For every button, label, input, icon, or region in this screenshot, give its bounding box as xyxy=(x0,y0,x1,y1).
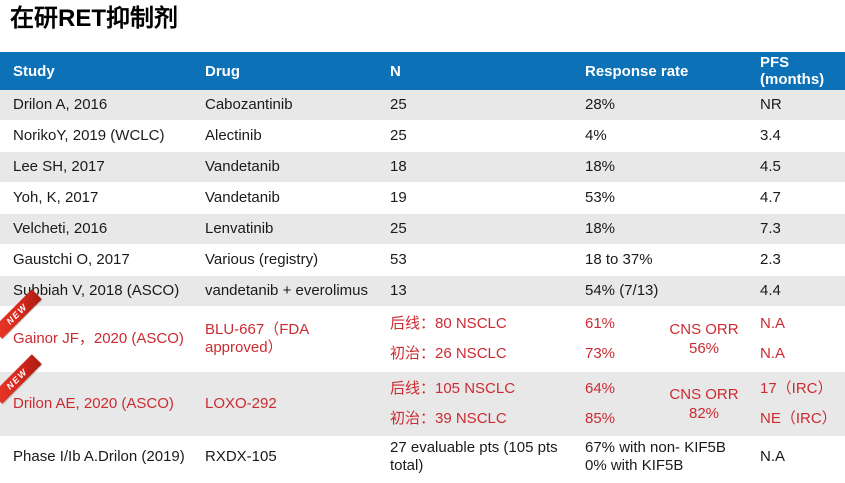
cell-pfs: N.A xyxy=(760,448,786,465)
cell-study: Phase I/Ib A.Drilon (2019) xyxy=(13,448,185,465)
cell-response: 64% 85% CNS ORR 82% xyxy=(575,372,750,436)
ret-inhibitors-table: Study Drug N Response rate PFS (months) Dril… xyxy=(0,52,845,478)
table-body: Drilon A, 2016 Cabozantinib 25 28% NR NorikoY… xyxy=(0,90,845,478)
cell-line: 后线：105 NSCLC xyxy=(390,380,516,397)
cell-study: Gaustchi O, 2017 xyxy=(13,251,130,268)
header-cell-response: Response rate xyxy=(585,62,689,80)
cell-line: 初治：26 NSCLC xyxy=(390,345,507,362)
cns-orr-note: CNS ORR 82% xyxy=(669,386,739,422)
cell-drug: Vandetanib xyxy=(205,158,280,175)
cell-n: 18 xyxy=(390,158,407,175)
cell-n: 后线：80 NSCLC 初治：26 NSCLC xyxy=(380,307,575,371)
header-cell-pfs: PFS (months) xyxy=(760,54,825,88)
cell-drug: Vandetanib xyxy=(205,189,280,206)
table-row: Drilon A, 2016 Cabozantinib 25 28% NR xyxy=(0,90,845,121)
cell-pfs: 4.7 xyxy=(760,189,781,206)
cell-drug: Cabozantinib xyxy=(205,96,293,113)
cell-response: 18% xyxy=(585,220,616,237)
cell-line: 0% with KIF5B xyxy=(585,457,684,474)
table-row: Yoh, K, 2017 Vandetanib 19 53% 4.7 xyxy=(0,183,845,214)
cell-drug: BLU-667（FDA approved） xyxy=(205,321,309,356)
header-cell-drug: Drug xyxy=(205,62,240,80)
cell-pfs: 2.3 xyxy=(760,251,781,268)
cell-drug: Alectinib xyxy=(205,127,262,144)
slide: 在研RET抑制剂 Study Drug N Response rate PFS (mon… xyxy=(0,3,845,483)
cell-n: 25 xyxy=(390,96,407,113)
cell-pfs: N.A N.A xyxy=(750,307,845,371)
cell-line: 17（IRC） xyxy=(760,380,833,397)
cell-line: 初治：39 NSCLC xyxy=(390,410,507,427)
table-header-row: Study Drug N Response rate PFS (months) xyxy=(0,52,845,90)
cell-response: 18% xyxy=(585,158,616,175)
cell-line: 61% xyxy=(585,315,616,332)
cell-line: 73% xyxy=(585,345,616,362)
cell-response: 67% with non- KIF5B 0% with KIF5B xyxy=(575,437,750,477)
table-row: Velcheti, 2016 Lenvatinib 25 18% 7.3 xyxy=(0,214,845,245)
cell-line: N.A xyxy=(760,345,786,362)
cell-drug: RXDX-105 xyxy=(205,448,277,465)
table-row: NorikoY, 2019 (WCLC) Alectinib 25 4% 3.4 xyxy=(0,121,845,152)
cell-study: NorikoY, 2019 (WCLC) xyxy=(13,127,165,144)
table-row: Gaustchi O, 2017 Various (registry) 53 18 t… xyxy=(0,245,845,276)
cell-drug: LOXO-292 xyxy=(205,395,277,412)
cell-response: 18 to 37% xyxy=(585,251,653,268)
cell-response: 54% (7/13) xyxy=(585,282,659,299)
cell-line: 后线：80 NSCLC xyxy=(390,315,507,332)
table-row: Phase I/Ib A.Drilon (2019) RXDX-105 27 eva… xyxy=(0,437,845,478)
cell-study: Velcheti, 2016 xyxy=(13,220,108,237)
cell-response: 28% xyxy=(585,96,616,113)
cell-study: Drilon AE, 2020 (ASCO) xyxy=(13,395,174,412)
cell-drug: Various (registry) xyxy=(205,251,319,268)
cell-pfs: 3.4 xyxy=(760,127,781,144)
cell-response: 53% xyxy=(585,189,616,206)
cell-line: 85% xyxy=(585,410,616,427)
cell-study: Drilon A, 2016 xyxy=(13,96,108,113)
cell-n: 13 xyxy=(390,282,407,299)
table-row: Lee SH, 2017 Vandetanib 18 18% 4.5 xyxy=(0,152,845,183)
cell-n: 25 xyxy=(390,127,407,144)
cell-line: NE（IRC） xyxy=(760,410,837,427)
cell-n: 53 xyxy=(390,251,407,268)
cell-pfs: 4.5 xyxy=(760,158,781,175)
table-row: NEW Gainor JF，2020 (ASCO) BLU-667（FDA appr… xyxy=(0,289,845,372)
cell-study: Yoh, K, 2017 xyxy=(13,189,99,206)
cell-drug: vandetanib + everolimus xyxy=(205,282,369,299)
header-cell-study: Study xyxy=(13,62,55,80)
table-row: NEW Drilon AE, 2020 (ASCO) LOXO-292 后线：105 … xyxy=(0,354,845,437)
header-cell-n: N xyxy=(390,62,401,80)
cell-response: 4% xyxy=(585,127,607,144)
cell-n: 25 xyxy=(390,220,407,237)
cell-study: Gainor JF，2020 (ASCO) xyxy=(13,330,184,347)
cell-n: 27 evaluable pts (105 pts total) xyxy=(390,439,558,474)
cell-n: 后线：105 NSCLC 初治：39 NSCLC xyxy=(380,372,575,436)
cell-line: 67% with non- KIF5B xyxy=(585,439,726,456)
cns-orr-note: CNS ORR 56% xyxy=(669,321,739,357)
cell-study: Lee SH, 2017 xyxy=(13,158,105,175)
cell-line: 64% xyxy=(585,380,616,397)
cell-pfs: NR xyxy=(760,96,782,113)
cell-study: Subbiah V, 2018 (ASCO) xyxy=(13,282,180,299)
cell-n: 19 xyxy=(390,189,407,206)
cell-drug: Lenvatinib xyxy=(205,220,274,237)
cell-pfs: 7.3 xyxy=(760,220,781,237)
cell-line: N.A xyxy=(760,315,786,332)
page-title: 在研RET抑制剂 xyxy=(10,5,178,32)
table-row: Subbiah V, 2018 (ASCO) vandetanib + evero… xyxy=(0,276,845,307)
cell-response: 61% 73% CNS ORR 56% xyxy=(575,307,750,371)
cell-pfs: 4.4 xyxy=(760,282,781,299)
cell-pfs: 17（IRC） NE（IRC） xyxy=(750,372,845,436)
